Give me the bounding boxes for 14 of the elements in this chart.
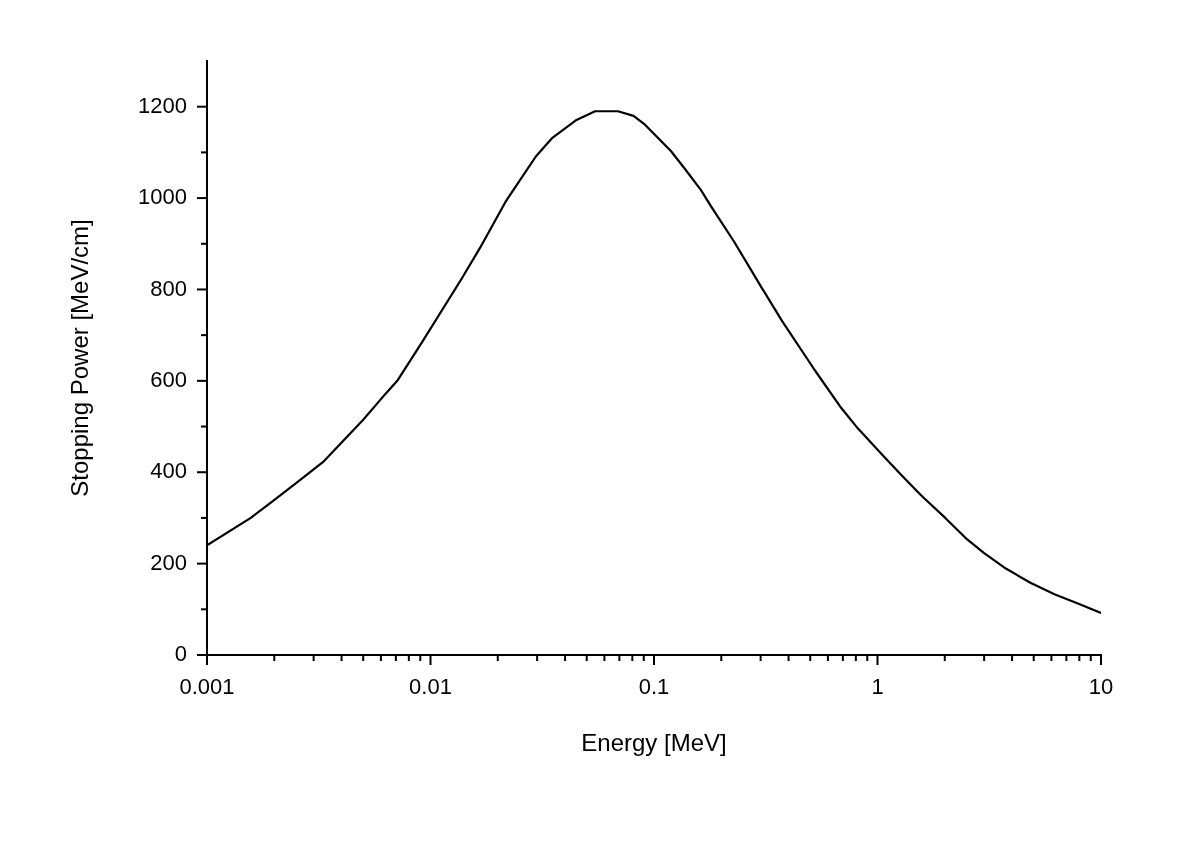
y-tick-label: 600 bbox=[150, 366, 187, 392]
x-tick-label: 0.1 bbox=[638, 674, 670, 700]
y-axis-title: Stopping Power [MeV/cm] bbox=[66, 219, 94, 497]
x-tick-label: 10 bbox=[1088, 674, 1114, 700]
y-tick-label: 1000 bbox=[138, 184, 187, 210]
x-tick-label: 0.01 bbox=[409, 674, 452, 700]
x-tick-label: 0.001 bbox=[179, 674, 235, 700]
y-tick-label: 0 bbox=[174, 641, 187, 667]
y-tick-label: 400 bbox=[150, 458, 187, 484]
y-tick-label: 200 bbox=[150, 549, 187, 575]
x-axis-title: Energy [MeV] bbox=[581, 729, 727, 757]
x-tick-label: 1 bbox=[871, 674, 884, 700]
y-tick-label: 800 bbox=[150, 275, 187, 301]
y-tick-label: 1200 bbox=[138, 92, 187, 118]
